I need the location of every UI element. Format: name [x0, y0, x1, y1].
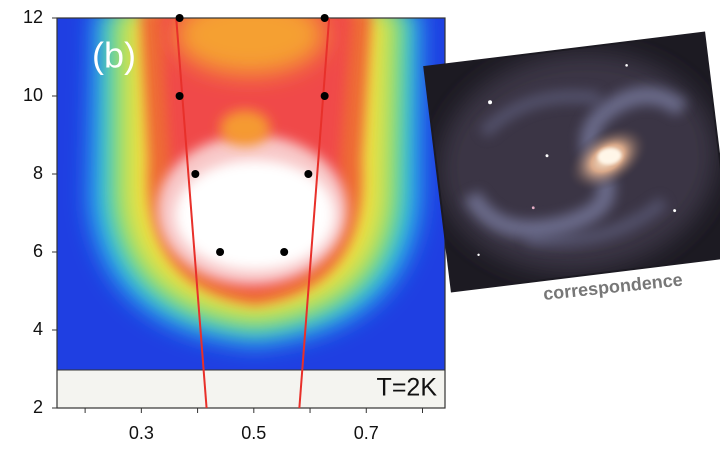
y-tick-label: 2 [33, 397, 43, 417]
x-tick-label: 0.5 [241, 423, 266, 443]
data-point [321, 92, 329, 100]
temperature-label: T=2K [377, 374, 438, 402]
x-tick-label: 0.7 [354, 423, 379, 443]
x-tick-label: 0.3 [129, 423, 154, 443]
data-point [176, 14, 184, 22]
data-point [304, 170, 312, 178]
figure: (b) T=2K correspondence 246810120.30.50.… [0, 0, 720, 449]
data-point [191, 170, 199, 178]
galaxy-photo [423, 32, 720, 293]
data-point [321, 14, 329, 22]
y-tick-label: 12 [23, 7, 43, 27]
data-point [280, 248, 288, 256]
data-point [176, 92, 184, 100]
y-tick-label: 8 [33, 163, 43, 183]
data-point [216, 248, 224, 256]
y-tick-label: 4 [33, 319, 43, 339]
panel-label: (b) [92, 35, 136, 76]
y-tick-label: 10 [23, 85, 43, 105]
y-tick-label: 6 [33, 241, 43, 261]
